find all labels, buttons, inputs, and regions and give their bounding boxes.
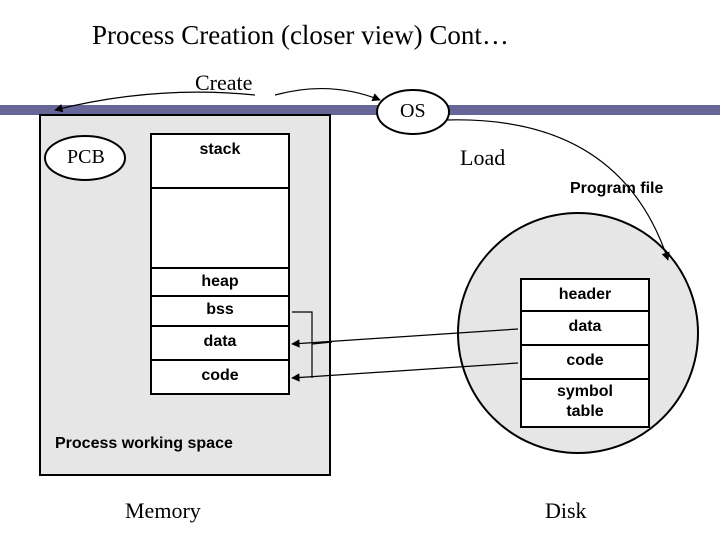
segment-stack: stack <box>150 133 290 189</box>
accent-bar <box>0 105 720 115</box>
bss-fork <box>292 312 312 378</box>
os-label: OS <box>400 100 426 123</box>
segment-bss: bss <box>150 297 290 327</box>
file-data: data <box>520 312 650 346</box>
load-label: Load <box>460 145 505 171</box>
disk-caption: Disk <box>545 498 587 524</box>
arrow-load-code <box>292 363 518 378</box>
page-title: Process Creation (closer view) Cont… <box>92 20 509 51</box>
memory-caption: Memory <box>125 498 201 524</box>
file-header: header <box>520 278 650 312</box>
segment-data: data <box>150 327 290 361</box>
pcb-label: PCB <box>67 146 105 169</box>
arrow-load-data <box>292 329 518 344</box>
process-working-space-label: Process working space <box>55 435 233 453</box>
segment-code: code <box>150 361 290 395</box>
file-code: code <box>520 346 650 380</box>
segment-gap <box>150 189 290 267</box>
program-file-label: Program file <box>570 180 663 198</box>
segment-heap: heap <box>150 267 290 297</box>
bss-fork-to-data <box>312 342 332 344</box>
diagram-canvas <box>0 0 720 540</box>
file-symbol-table: symbol table <box>520 380 650 428</box>
create-label: Create <box>195 70 252 96</box>
arrow-create-to-os <box>275 89 380 100</box>
